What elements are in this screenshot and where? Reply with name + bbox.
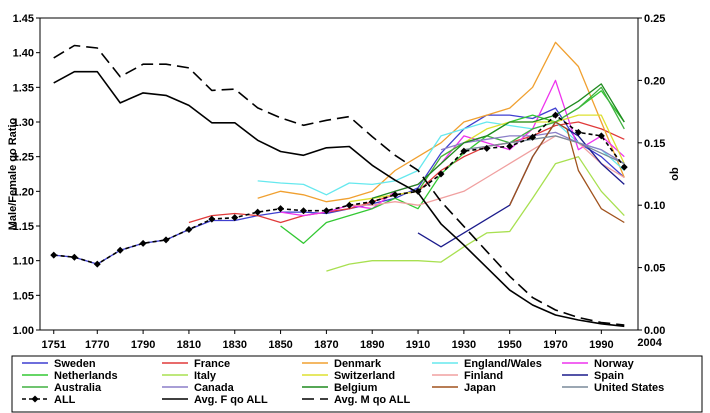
series-line-denmark bbox=[257, 41, 625, 203]
legend-label-avg-m-qo-all: Avg. M qo ALL bbox=[334, 394, 410, 406]
series-marker-all bbox=[437, 170, 445, 178]
series-marker-all bbox=[70, 253, 78, 261]
plot-area bbox=[39, 17, 639, 331]
series-line-netherlands bbox=[280, 90, 625, 244]
series-marker-all bbox=[574, 128, 582, 136]
x-tick-label: 1850 bbox=[268, 339, 292, 351]
y-right-tick-label: 0.00 bbox=[644, 325, 665, 337]
series-line-england-wales bbox=[257, 121, 625, 196]
series-marker-all bbox=[139, 239, 147, 247]
series-marker-all bbox=[597, 132, 605, 140]
series-marker-all bbox=[483, 144, 491, 152]
y-left-tick-label: 1.20 bbox=[13, 186, 34, 198]
legend-label-canada: Canada bbox=[194, 382, 235, 394]
x-tick-label: 1870 bbox=[314, 339, 338, 351]
series-marker-all bbox=[277, 205, 285, 213]
y-left-tick-label: 1.25 bbox=[13, 152, 34, 164]
series-marker-all bbox=[116, 246, 124, 254]
y-left-tick-label: 1.45 bbox=[13, 13, 34, 25]
x-tick-label: 1910 bbox=[406, 339, 430, 351]
series-line-italy bbox=[326, 156, 625, 272]
series-line-switzerland bbox=[349, 114, 625, 203]
y-left-tick-label: 1.05 bbox=[13, 290, 34, 302]
x-tick-label: 1830 bbox=[223, 339, 247, 351]
y-left-tick-label: 1.30 bbox=[13, 117, 34, 129]
legend-label-england-wales: England/Wales bbox=[464, 358, 542, 370]
x-tick-label: 1751 bbox=[42, 339, 66, 351]
y-left-tick-label: 1.40 bbox=[13, 48, 34, 60]
series-marker-all bbox=[620, 163, 628, 171]
series-layer bbox=[50, 41, 628, 328]
series-marker-all bbox=[322, 207, 330, 215]
series-marker-all bbox=[208, 215, 216, 223]
x-tick-label: 1890 bbox=[360, 339, 384, 351]
x-tick-label: 1990 bbox=[589, 339, 613, 351]
series-marker-all bbox=[529, 133, 537, 141]
legend-label-netherlands: Netherlands bbox=[54, 370, 118, 382]
series-marker-all bbox=[231, 214, 239, 222]
y-right-tick-label: 0.10 bbox=[644, 200, 665, 212]
legend-label-spain: Spain bbox=[594, 370, 624, 382]
y-axis-right-title: qo bbox=[669, 167, 681, 181]
series-marker-all bbox=[185, 225, 193, 233]
legend-label-finland: Finland bbox=[464, 370, 503, 382]
y-left-tick-label: 1.00 bbox=[13, 325, 34, 337]
legend-label-united-states: United States bbox=[594, 382, 664, 394]
x-tick-label: 1930 bbox=[452, 339, 476, 351]
series-marker-all bbox=[506, 142, 514, 150]
x-tick-label: 1810 bbox=[177, 339, 201, 351]
x-tick-label: 1950 bbox=[497, 339, 521, 351]
series-marker-all bbox=[254, 208, 262, 216]
x-tick-label: 1790 bbox=[131, 339, 155, 351]
series-marker-all bbox=[345, 201, 353, 209]
series-line-united-states bbox=[463, 135, 625, 165]
x-tick-label: 1770 bbox=[85, 339, 109, 351]
legend-label-norway: Norway bbox=[594, 358, 635, 370]
y-left-tick-label: 1.35 bbox=[13, 82, 34, 94]
x-tick-label-extra: 2004 bbox=[637, 337, 662, 349]
series-marker-all bbox=[299, 207, 307, 215]
legend-label-belgium: Belgium bbox=[334, 382, 378, 394]
series-marker-all bbox=[162, 236, 170, 244]
legend-label-avg-f-qo-all: Avg. F qo ALL bbox=[194, 394, 268, 406]
legend-label-switzerland: Switzerland bbox=[334, 370, 395, 382]
legend-label-denmark: Denmark bbox=[334, 358, 382, 370]
y-right-tick-label: 0.20 bbox=[644, 75, 665, 87]
y-left-tick-label: 1.10 bbox=[13, 256, 34, 268]
series-marker-all bbox=[50, 251, 58, 259]
plot-frame bbox=[39, 17, 639, 331]
series-marker-all bbox=[552, 111, 560, 119]
series-line-japan bbox=[509, 121, 625, 224]
axes-layer: 1.00 1.05 1.10 1.15 1.20 1.25 1.30 1.35 1.40 1.45… bbox=[13, 13, 666, 351]
y-left-tick-label: 1.15 bbox=[13, 221, 34, 233]
series-line-avg-m-qo-all bbox=[53, 44, 625, 326]
y-right-tick-label: 0.05 bbox=[644, 263, 665, 275]
series-line-all bbox=[53, 114, 625, 265]
x-tick-label: 1970 bbox=[543, 339, 567, 351]
y-right-tick-label: 0.25 bbox=[644, 13, 665, 25]
legend-label-australia: Australia bbox=[54, 382, 102, 394]
y-axis-left-title: Male/Female qo Ratio bbox=[7, 117, 19, 230]
y-right-tick-label: 0.15 bbox=[644, 138, 665, 150]
series-marker-all bbox=[391, 191, 399, 199]
legend-label-sweden: Sweden bbox=[54, 358, 96, 370]
series-marker-all bbox=[460, 147, 468, 155]
legend-box bbox=[11, 355, 703, 413]
legend-label-france: France bbox=[194, 358, 230, 370]
legend-marker-all bbox=[31, 395, 39, 403]
legend: Sweden France Denmark England/Wales Norway Ne… bbox=[11, 355, 703, 413]
series-line-belgium bbox=[372, 83, 625, 199]
series-marker-all bbox=[368, 198, 376, 206]
legend-label-italy: Italy bbox=[194, 370, 217, 382]
series-marker-all bbox=[414, 187, 422, 195]
series-marker-all bbox=[93, 260, 101, 268]
series-line-avg-f-qo-all bbox=[53, 70, 625, 328]
legend-label-japan: Japan bbox=[464, 382, 496, 394]
legend-label-all: ALL bbox=[54, 394, 76, 406]
